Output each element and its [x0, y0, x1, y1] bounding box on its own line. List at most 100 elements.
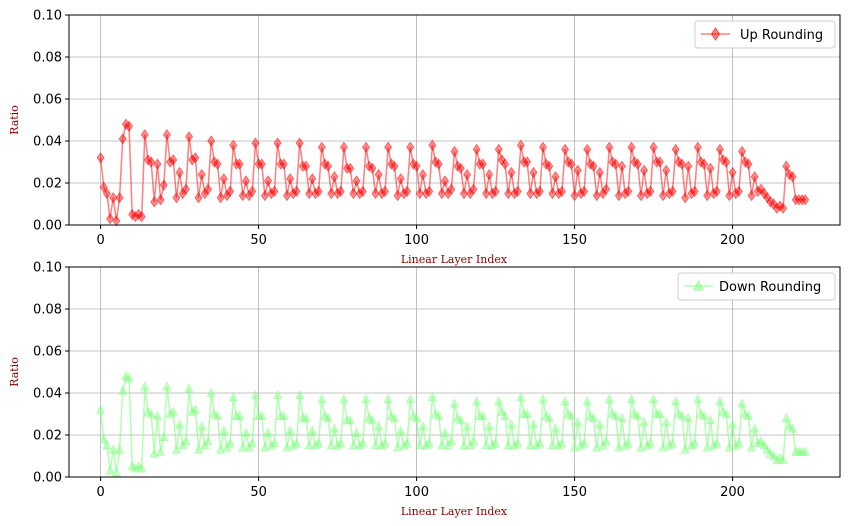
down-rounding-point [95, 404, 106, 414]
up-rounding-point [643, 187, 652, 200]
up-rounding-series [96, 118, 810, 227]
up-rounding-point [482, 187, 491, 200]
down-rounding-point [389, 412, 400, 423]
up-rounding-point [488, 187, 497, 200]
y-tick-label: 0.08 [33, 303, 62, 318]
down-rounding-point [648, 393, 659, 404]
up-rounding-point [753, 185, 762, 198]
up-rounding-point [703, 189, 712, 202]
bottom-legend-box [677, 272, 836, 301]
up-rounding-point [197, 168, 206, 181]
x-tick-label: 150 [562, 485, 587, 500]
down-rounding-point [712, 438, 722, 448]
down-rounding-point [503, 440, 513, 450]
down-rounding-point [219, 425, 229, 435]
up-rounding-point [150, 196, 159, 208]
up-rounding-point [728, 166, 737, 179]
y-tick-label: 0.04 [33, 135, 62, 150]
up-rounding-point [744, 158, 753, 170]
down-rounding-point [471, 396, 482, 406]
up-rounding-point [441, 175, 450, 187]
up-rounding-point [166, 156, 175, 168]
down-rounding-point [291, 438, 302, 448]
up-rounding-point [690, 185, 699, 198]
x-tick-label: 200 [720, 485, 745, 500]
up-rounding-point [693, 141, 702, 153]
up-rounding-point [428, 139, 437, 151]
up-rounding-point [393, 189, 402, 202]
down-rounding-point [781, 412, 791, 423]
down-rounding-point [415, 440, 425, 450]
up-rounding-point [472, 143, 481, 156]
down-rounding-point [727, 419, 738, 429]
up-rounding-point [204, 183, 213, 195]
down-rounding-point [478, 410, 488, 420]
bottom-y-axis-label: Ratio [8, 357, 21, 387]
down-rounding-point [557, 438, 567, 448]
down-rounding-point [705, 414, 716, 425]
down-rounding-point [190, 404, 201, 414]
up-rounding-point [333, 187, 342, 200]
up-rounding-point [159, 179, 168, 191]
up-rounding-point [478, 158, 487, 170]
down-rounding-point [456, 414, 466, 425]
down-rounding-point [269, 438, 280, 448]
down-rounding-point [800, 446, 810, 456]
down-rounding-point [260, 442, 270, 452]
up-rounding-point [437, 187, 446, 200]
up-rounding-point [504, 187, 513, 200]
up-rounding-point [583, 143, 592, 156]
down-rounding-point [550, 423, 561, 433]
up-rounding-point [772, 202, 781, 214]
up-rounding-point [248, 185, 257, 198]
up-rounding-point [469, 183, 478, 195]
down-rounding-point [750, 423, 760, 433]
down-rounding-point [737, 398, 747, 408]
up-rounding-point [257, 158, 266, 170]
down-rounding-point [573, 417, 583, 427]
down-rounding-point [446, 435, 456, 446]
down-rounding-point [734, 438, 744, 448]
up-rounding-point [346, 162, 355, 174]
up-rounding-point [216, 192, 225, 204]
bottom-legend-label: Down Rounding [719, 280, 821, 295]
up-rounding-point [238, 189, 247, 202]
up-rounding-point [573, 164, 582, 177]
down-rounding-point [374, 421, 384, 431]
down-rounding-point [743, 410, 754, 420]
up-rounding-point [403, 185, 412, 198]
down-rounding-point [547, 440, 558, 450]
up-rounding-point [659, 189, 668, 202]
down-rounding-point [614, 442, 624, 452]
up-rounding-point [311, 187, 320, 200]
up-rounding-point [561, 143, 570, 156]
down-rounding-point [102, 440, 112, 450]
x-tick-label: 100 [404, 485, 429, 500]
up-rounding-point [251, 137, 260, 149]
top-legend: Up Rounding [694, 20, 836, 49]
down-rounding-point [326, 440, 336, 450]
up-rounding-point [538, 141, 547, 153]
up-rounding-point [463, 168, 472, 181]
down-rounding-point [358, 438, 368, 448]
up-rounding-point [545, 160, 554, 172]
down-rounding-point [206, 387, 216, 397]
up-rounding-point [557, 185, 566, 198]
down-rounding-point [699, 410, 709, 420]
down-rounding-point [108, 444, 118, 454]
down-rounding-point [140, 381, 150, 391]
up-rounding-point [273, 137, 282, 149]
up-rounding-point [595, 166, 604, 179]
up-rounding-point [592, 189, 601, 202]
up-rounding-point [551, 171, 560, 183]
up-rounding-point [99, 181, 108, 193]
up-rounding-point [156, 194, 165, 206]
up-rounding-point [668, 185, 677, 198]
up-rounding-point [106, 213, 115, 225]
up-rounding-point [576, 187, 585, 200]
down-rounding-point [544, 412, 554, 423]
up-rounding-point [605, 141, 614, 153]
down-rounding-point [339, 393, 349, 404]
up-rounding-point [371, 187, 380, 200]
